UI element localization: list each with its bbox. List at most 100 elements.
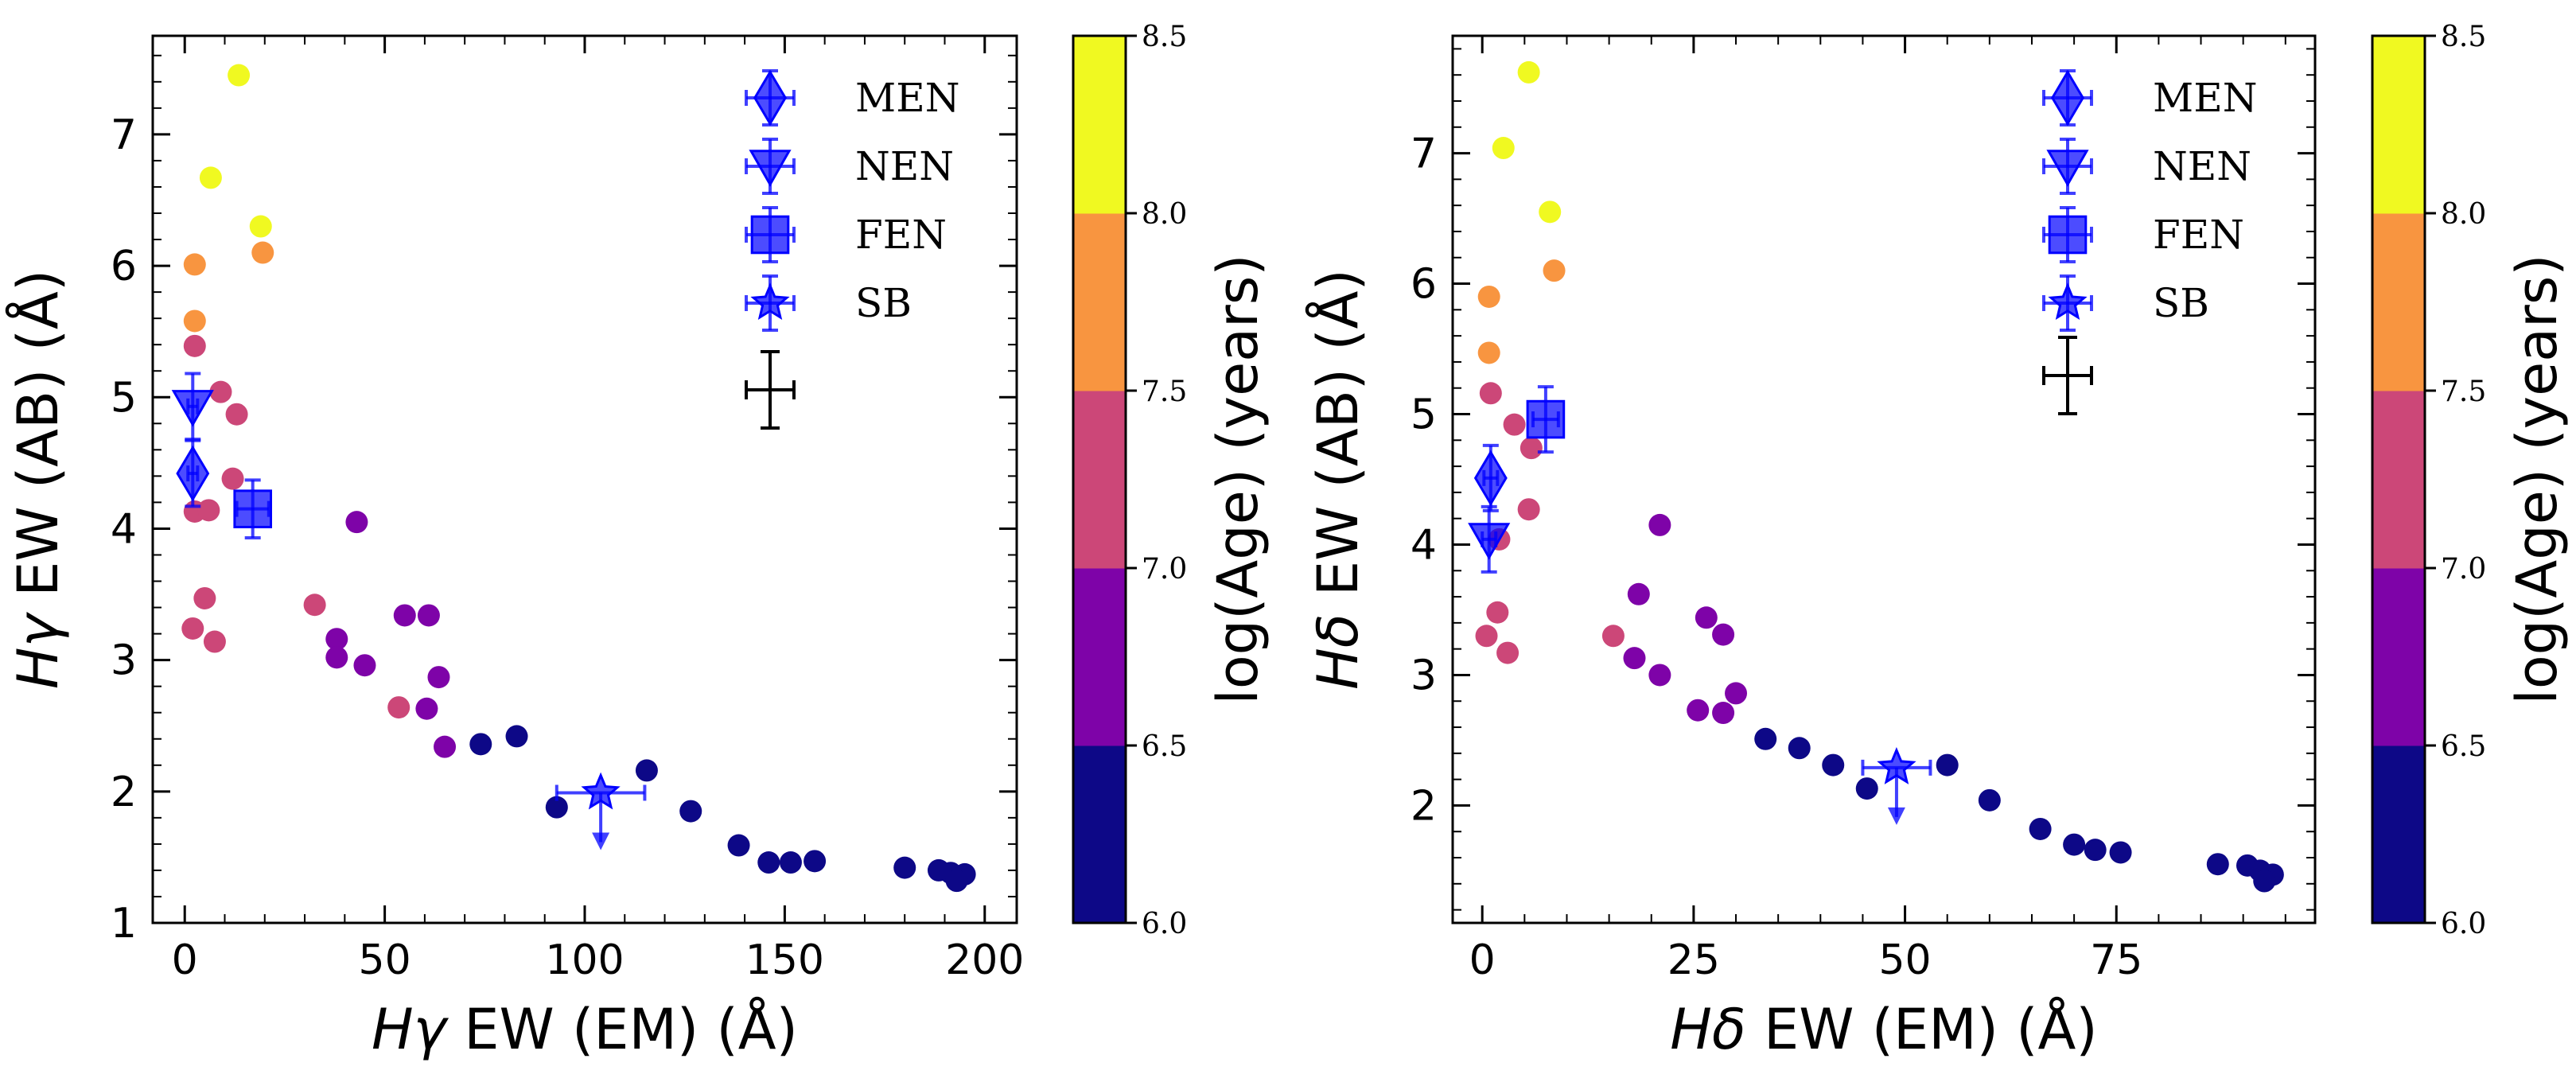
legend-men-marker: [753, 69, 787, 127]
x-tick-label: 0: [1469, 936, 1496, 984]
legend-nen-marker: [749, 150, 792, 187]
y-tick-label: 3: [111, 637, 137, 685]
data-point: [228, 64, 251, 87]
nen-marker: [1468, 523, 1511, 560]
data-point: [325, 646, 348, 669]
colorbar-bin: [2372, 568, 2425, 746]
y-axis-label-text: EW (AB) (Å): [1306, 269, 1371, 613]
y-tick-label: 1: [111, 900, 137, 948]
data-point: [1712, 702, 1735, 725]
data-point: [945, 870, 968, 893]
data-point: [415, 697, 438, 720]
y-tick-label: 6: [1411, 261, 1437, 309]
colorbar-tick-label: 7.5: [2441, 376, 2486, 408]
y-axis-label-symbol: Hδ: [1306, 613, 1371, 689]
y-axis-label: Hδ EW (AB) (Å): [1306, 269, 1371, 690]
x-axis-label-symbol: Hδ: [1670, 997, 1745, 1062]
data-point: [757, 851, 780, 874]
legend-sb-label: SB: [855, 280, 912, 326]
colorbar-tick-label: 7.5: [1142, 376, 1187, 408]
data-point: [893, 856, 916, 879]
data-point: [249, 215, 272, 238]
data-point: [1517, 498, 1540, 521]
data-point: [181, 617, 204, 640]
colorbar-tick-label: 8.5: [1142, 21, 1187, 53]
x-axis-label-symbol: Hγ: [372, 997, 449, 1062]
y-tick-label: 6: [111, 243, 137, 290]
y-tick-label: 2: [111, 769, 137, 816]
data-point: [1712, 623, 1735, 646]
y-tick-label: 7: [111, 111, 137, 159]
legend-men-label: MEN: [855, 75, 959, 121]
data-point: [1496, 641, 1520, 664]
data-point: [1543, 259, 1566, 282]
x-tick-label: 25: [1667, 936, 1720, 984]
y-tick-label: 4: [1411, 521, 1437, 569]
data-point: [1503, 413, 1526, 436]
legend-nen-label: NEN: [2153, 143, 2251, 189]
legend-sb-marker: [2048, 282, 2088, 320]
data-point: [1936, 753, 1959, 777]
x-tick-label: 100: [545, 936, 624, 984]
legend-nen-label: NEN: [855, 143, 954, 189]
data-point: [1486, 601, 1509, 624]
data-point: [1648, 513, 1671, 536]
men-marker: [1473, 450, 1508, 507]
data-point: [679, 800, 702, 823]
legend-men-label: MEN: [2153, 75, 2257, 121]
data-point: [1822, 753, 1845, 777]
legend-nen-marker: [2046, 150, 2089, 187]
data-point: [2084, 839, 2107, 862]
data-point: [2063, 833, 2086, 856]
x-tick-label: 50: [359, 936, 411, 984]
data-point: [1855, 777, 1878, 800]
data-point: [221, 467, 244, 490]
y-axis-label: Hγ EW (AB) (Å): [6, 270, 71, 689]
data-point: [505, 725, 528, 748]
colorbar-bin: [2372, 391, 2425, 569]
x-axis-label: Hδ EW (EM) (Å): [1670, 997, 2097, 1062]
sb-upper-limit-arrowhead: [592, 832, 610, 851]
data-point: [353, 654, 376, 677]
data-point: [197, 499, 220, 522]
data-point: [251, 241, 274, 264]
legend-fen-marker: [2048, 215, 2088, 255]
data-point: [193, 586, 216, 609]
colorbar-bin: [2372, 213, 2425, 391]
data-point: [469, 733, 492, 756]
legend-sb-marker: [750, 282, 790, 320]
colorbar-tick-label: 6.5: [2441, 730, 2486, 763]
data-point: [1520, 437, 1543, 460]
data-point: [1623, 647, 1646, 670]
axes-frame: [1451, 34, 2317, 924]
sb-marker: [1877, 747, 1916, 784]
data-point: [804, 850, 827, 873]
data-point: [203, 630, 226, 653]
data-point: [417, 604, 440, 627]
data-point: [225, 403, 248, 426]
colorbar-tick-label: 6.0: [2441, 908, 2486, 940]
data-point: [1492, 137, 1515, 160]
y-tick-label: 3: [1411, 652, 1437, 699]
data-point: [1475, 625, 1498, 648]
y-tick-label: 4: [111, 505, 137, 553]
fen-marker: [233, 489, 272, 528]
legend-fen-marker: [750, 215, 790, 255]
data-point: [183, 334, 206, 357]
data-point: [1517, 60, 1540, 84]
colorbar-tick-label: 8.0: [1142, 198, 1187, 231]
data-point: [545, 796, 568, 819]
colorbar-tick-label: 8.5: [2441, 21, 2486, 53]
data-point: [345, 511, 368, 534]
colorbar-frame: [2371, 34, 2426, 924]
data-point: [1539, 200, 1562, 224]
legend-sb-label: SB: [2153, 280, 2209, 326]
y-tick-label: 2: [1411, 782, 1437, 830]
y-tick-label: 5: [111, 374, 137, 422]
data-point: [1788, 737, 1811, 760]
colorbar-tick-label: 8.0: [2441, 198, 2486, 231]
colorbar-tick-label: 7.0: [1142, 553, 1187, 586]
data-point: [2206, 853, 2229, 876]
data-point: [1477, 341, 1500, 364]
